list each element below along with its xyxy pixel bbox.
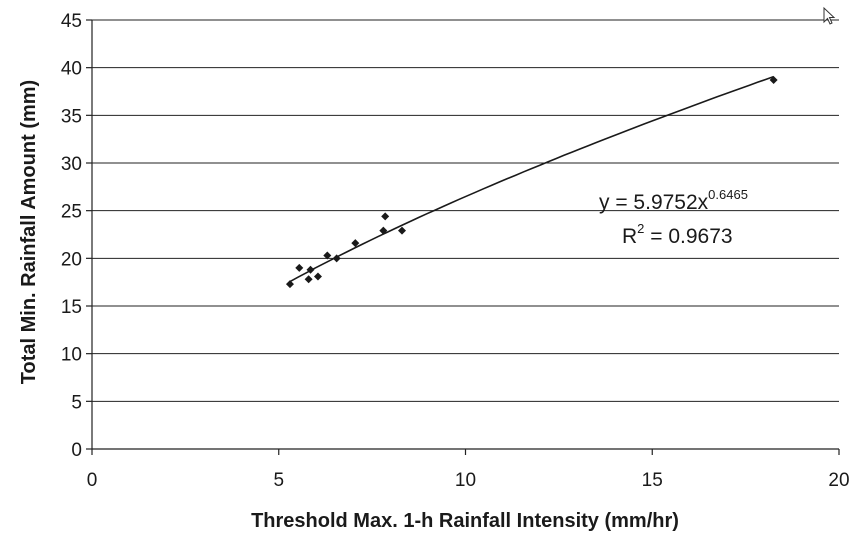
- axes: [86, 19, 840, 455]
- x-tick-label-20: 20: [828, 470, 849, 491]
- y-tick-label-15: 15: [61, 297, 82, 318]
- y-tick-label-10: 10: [61, 345, 82, 366]
- data-point-5: [313, 272, 322, 281]
- equation-exponent: 0.6465: [708, 187, 748, 202]
- tick-labels: 0 5 10 15 20 25 30 35 40 45 0 5 10 15 20: [61, 11, 850, 491]
- r-squared-exponent: 2: [637, 221, 644, 236]
- data-point-8: [351, 239, 360, 248]
- y-tick-label-5: 5: [71, 392, 82, 413]
- data-point-1: [285, 280, 294, 289]
- x-tick-label-10: 10: [455, 470, 476, 491]
- y-tick-label-30: 30: [61, 154, 82, 175]
- data-point-3: [304, 275, 313, 284]
- data-point-9: [379, 226, 388, 235]
- y-tick-label-0: 0: [71, 440, 82, 461]
- data-point-12: [769, 76, 778, 85]
- y-tick-label-25: 25: [61, 202, 82, 223]
- trendline-equation: y = 5.9752x0.6465: [599, 187, 748, 214]
- x-tick-label-5: 5: [273, 470, 284, 491]
- r-squared-value: = 0.9673: [644, 225, 732, 248]
- data-point-7: [332, 254, 341, 263]
- x-tick-label-0: 0: [87, 470, 98, 491]
- data-point-4: [306, 265, 315, 274]
- y-tick-label-40: 40: [61, 59, 82, 80]
- gridlines: [92, 19, 839, 402]
- trendline: [289, 75, 774, 283]
- data-point-2: [295, 263, 304, 272]
- x-tick-label-15: 15: [642, 470, 663, 491]
- y-axis-title: Total Min. Rainfall Amount (mm): [18, 80, 40, 384]
- data-point-6: [323, 251, 332, 260]
- data-points: [285, 76, 778, 289]
- equation-base: y = 5.9752x: [599, 191, 709, 214]
- mouse-pointer-icon: [823, 6, 836, 25]
- y-tick-label-35: 35: [61, 106, 82, 127]
- data-point-10: [381, 212, 390, 221]
- r-squared-symbol: R: [622, 225, 637, 248]
- r-squared-label: R2 = 0.9673: [622, 221, 733, 248]
- y-tick-label-45: 45: [61, 11, 82, 32]
- x-axis-title: Threshold Max. 1-h Rainfall Intensity (m…: [251, 510, 679, 532]
- data-point-11: [398, 226, 407, 235]
- y-tick-label-20: 20: [61, 249, 82, 270]
- power-trendline: [289, 75, 774, 283]
